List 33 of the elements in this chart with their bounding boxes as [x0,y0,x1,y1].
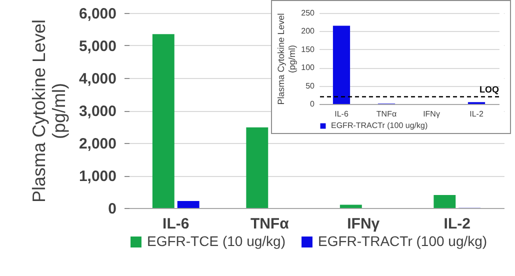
x-tick-label: TNFα [250,216,290,232]
legend-label: EGFR-TCE (10 ug/kg) [147,233,286,249]
y-tick-label: 4,000 [78,70,116,88]
legend-label: EGFR-TRACTr (100 ug/kg) [331,121,428,130]
legend-label: EGFR-TRACTr (100 ug/kg) [318,233,488,249]
x-tick-label: IFNγ [423,110,440,118]
bar [332,26,350,104]
bar [246,127,268,208]
bar [177,201,200,208]
x-tick-label: IFNγ [347,216,380,232]
y-tick-label: 250 [301,8,316,18]
y-axis-title: Plasma Cytokine Level (pg/ml) [28,19,69,203]
ref-line-label: LOQ [480,84,499,95]
x-tick-label: IL-6 [162,216,190,232]
y-tick-label: 50 [306,81,316,90]
bar [152,34,174,208]
bar [340,204,362,208]
y-tick-label: 0 [310,100,316,108]
x-tick-label: IL-2 [470,110,484,118]
x-tick-label: IL-2 [444,216,470,232]
y-tick-label: 200 [301,26,316,36]
x-tick-label: IL-6 [334,110,349,118]
y-tick-label: 5,000 [78,38,116,55]
bar [434,195,456,208]
x-tick-label: TNFα [376,110,397,118]
y-tick-label: 0 [108,200,116,218]
y-tick-label: 6,000 [78,6,116,22]
y-tick-label: 1,000 [78,168,116,185]
y-axis-title: Plasma Cytokine Level (pg/ml) [276,13,298,105]
y-tick-label: 100 [301,63,316,72]
y-tick-label: 150 [301,44,316,54]
y-tick-label: 3,000 [78,103,116,120]
y-tick-label: 2,000 [78,136,116,152]
